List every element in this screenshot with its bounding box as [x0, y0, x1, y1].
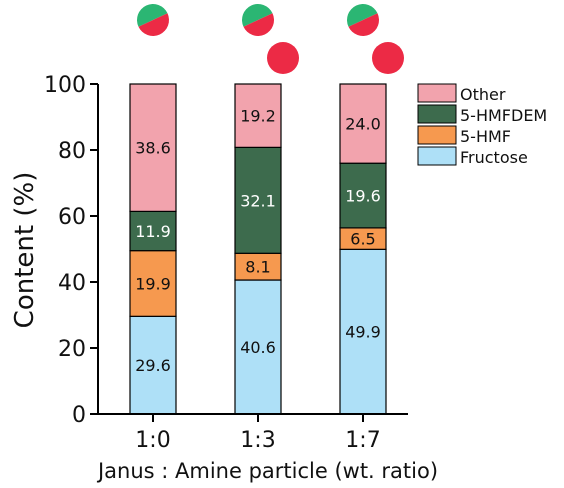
bar-segment-fructose [129, 315, 177, 415]
legend-swatch [417, 125, 457, 145]
janus-particle-icon [242, 4, 274, 36]
data-label: 32.1 [240, 191, 276, 210]
legend-swatch [417, 146, 457, 166]
y-ticks: 0 20 40 60 80 100 [44, 73, 98, 428]
bar-stacks: 29.6 19.9 11.9 38.6 40.6 8.1 32.1 19.2 49.9 6.5 19… [129, 83, 387, 415]
bar-segment-5-hmf [129, 250, 177, 317]
bar-segment-other [339, 83, 387, 164]
data-label: 11.9 [135, 222, 171, 241]
legend: Other 5-HMFDEM 5-HMF Fructose [417, 83, 547, 167]
x-tick-label: 1:3 [240, 428, 275, 453]
data-label: 6.5 [350, 230, 375, 249]
janus-particle-icon [137, 4, 169, 36]
data-label: 49.9 [345, 323, 381, 342]
legend-label: 5-HMFDEM [460, 106, 547, 125]
legend-label: Other [460, 85, 506, 104]
y-tick-label: 60 [58, 205, 86, 230]
amine-particle-icon [372, 42, 404, 74]
y-tick-label: 20 [58, 337, 86, 362]
data-label: 19.2 [240, 107, 276, 126]
bar-stack: 49.9 6.5 19.6 24.0 [339, 83, 387, 415]
y-tick-label: 100 [44, 73, 86, 98]
data-label: 19.9 [135, 274, 171, 293]
bar-segment-other [234, 83, 282, 148]
bar-stack: 29.6 19.9 11.9 38.6 [129, 83, 177, 415]
particle-icons [137, 4, 404, 74]
data-label: 8.1 [245, 258, 270, 277]
data-label: 29.6 [135, 356, 171, 375]
y-tick-label: 0 [72, 403, 86, 428]
bar-segment-5-hmf [234, 252, 282, 281]
janus-particle-icon [347, 4, 379, 36]
data-label: 19.6 [345, 187, 381, 206]
x-ticks: 1:0 1:3 1:7 [135, 414, 381, 453]
x-axis-label: Janus : Amine particle (wt. ratio) [96, 459, 438, 483]
legend-swatch [417, 83, 457, 103]
axes: 0 20 40 60 80 100 1:0 1:3 1:7 [44, 73, 408, 453]
y-axis-label: Content (%) [10, 172, 40, 329]
legend-label: Fructose [460, 148, 528, 167]
amine-particle-icon [267, 42, 299, 74]
legend-swatch [417, 104, 457, 124]
legend-label: 5-HMF [460, 127, 511, 146]
data-label: 38.6 [135, 139, 171, 158]
x-tick-label: 1:7 [345, 428, 380, 453]
data-label: 24.0 [345, 115, 381, 134]
y-tick-label: 80 [58, 139, 86, 164]
y-tick-label: 40 [58, 271, 86, 296]
x-tick-label: 1:0 [135, 428, 170, 453]
bar-segment-5-hmfdem [234, 146, 282, 254]
bar-segment-other [129, 83, 177, 212]
bar-stack: 40.6 8.1 32.1 19.2 [234, 83, 282, 415]
data-label: 40.6 [240, 338, 276, 357]
